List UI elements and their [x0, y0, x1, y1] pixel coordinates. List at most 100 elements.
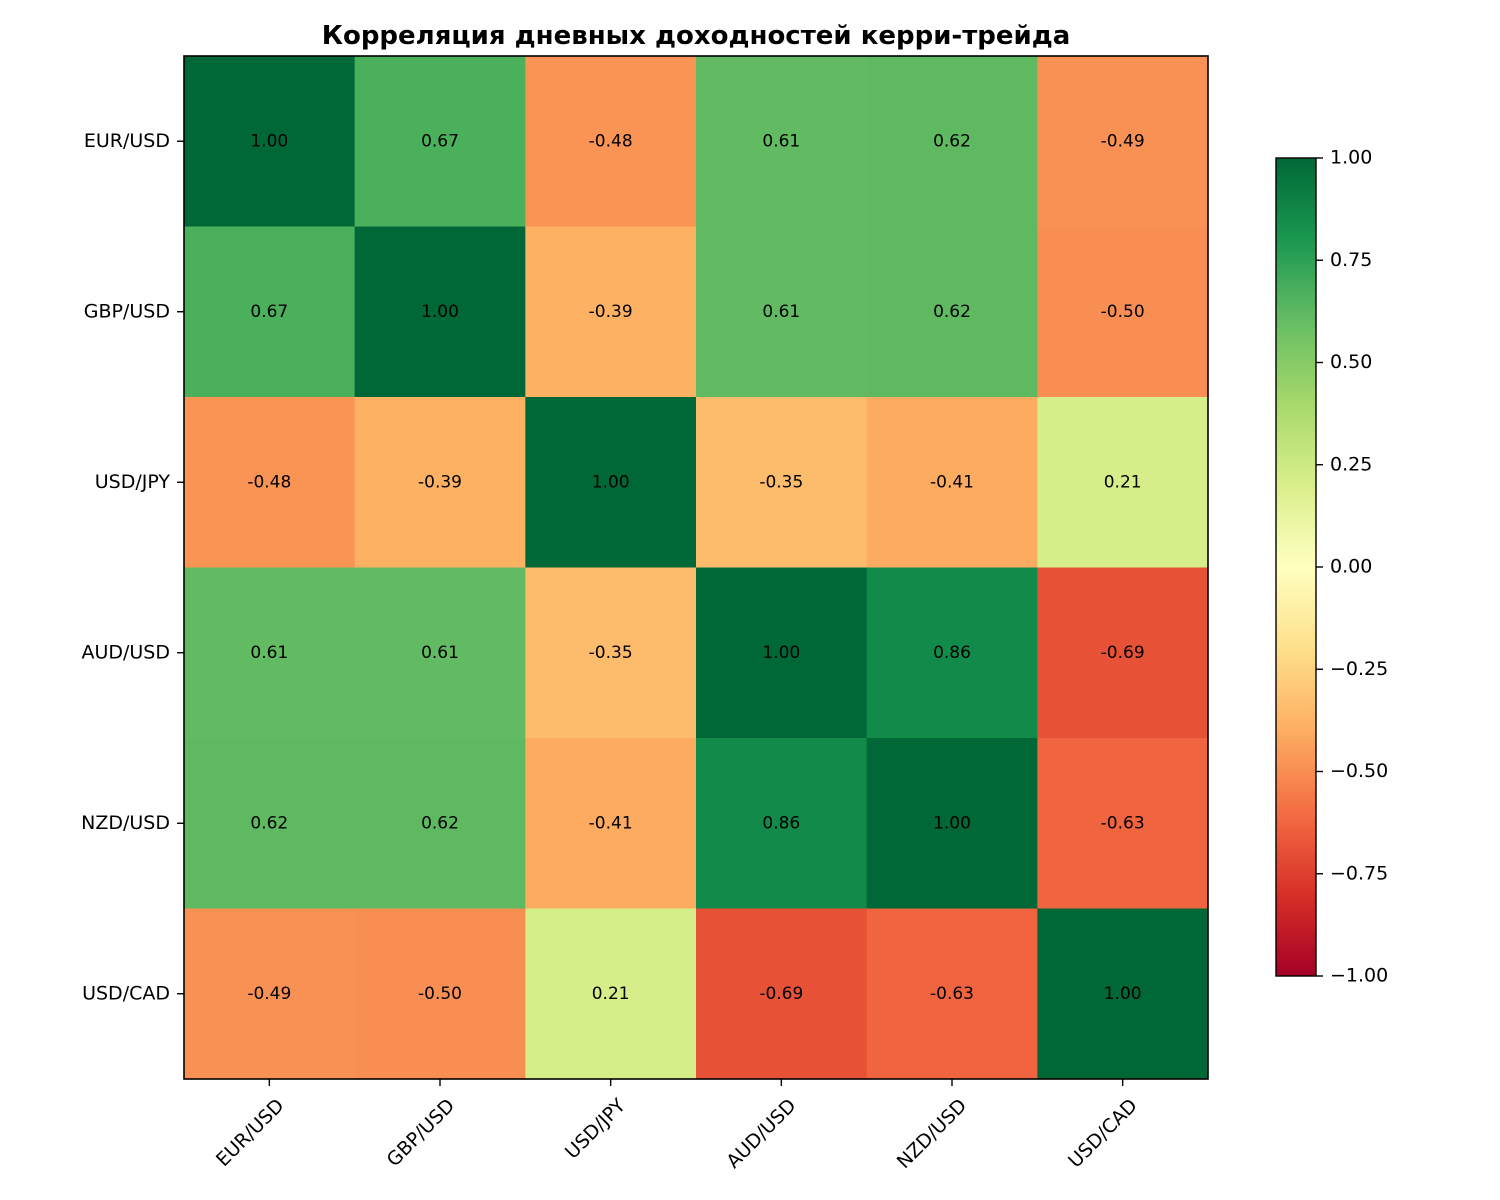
cell-value-label: -0.69 — [759, 984, 803, 1004]
heatmap-cell — [184, 567, 356, 739]
heatmap-cell — [184, 397, 356, 568]
cell-value-label: -0.41 — [930, 472, 974, 492]
colorbar-gradient — [1275, 157, 1317, 977]
heatmap-cell — [1037, 567, 1209, 739]
cell-value-label: 0.62 — [421, 813, 459, 833]
cell-value-label: 0.21 — [592, 984, 630, 1004]
heatmap-cell — [525, 226, 697, 398]
colorbar-tick-label: 0.00 — [1330, 556, 1372, 578]
cell-value-label: -0.39 — [418, 472, 462, 492]
cell-value-label: 0.61 — [762, 131, 800, 151]
heatmap-cell — [696, 738, 868, 909]
x-tick-label: AUD/USD — [722, 1095, 800, 1173]
y-tick-label: USD/JPY — [95, 471, 171, 493]
cell-value-label: -0.39 — [589, 302, 633, 322]
cell-value-label: 1.00 — [421, 302, 459, 322]
heatmap-cell — [354, 738, 526, 909]
heatmap-cell — [354, 226, 526, 398]
cell-value-label: 1.00 — [762, 643, 800, 663]
y-tick-label: AUD/USD — [81, 641, 170, 663]
cell-value-label: -0.50 — [418, 984, 462, 1004]
heatmap-cell — [1037, 56, 1209, 227]
cell-value-label: 0.62 — [250, 813, 288, 833]
cell-value-label: -0.49 — [1101, 131, 1145, 151]
colorbar-tick-label: −1.00 — [1330, 965, 1388, 987]
cell-value-label: -0.41 — [589, 813, 633, 833]
plot-frame — [183, 55, 1209, 1080]
heatmap-cells — [184, 56, 1209, 1080]
cell-value-label: 0.62 — [933, 302, 971, 322]
heatmap-cell — [696, 397, 868, 568]
cell-value-label: 0.67 — [421, 131, 459, 151]
y-tick-label: USD/CAD — [82, 982, 170, 1004]
colorbar-tick-label: 0.75 — [1330, 249, 1372, 271]
colorbar-tick-label: −0.50 — [1330, 760, 1388, 782]
cell-value-label: 0.62 — [933, 131, 971, 151]
heatmap-cell — [866, 397, 1038, 568]
heatmap-cell-labels: 1.00 0.67 -0.48 0.61 0.62 -0.49 0.67 1.00 -0.39 0… — [247, 131, 1144, 1004]
cell-value-label: 0.21 — [1104, 472, 1142, 492]
cell-value-label: -0.69 — [1101, 643, 1145, 663]
heatmap-cell — [184, 226, 356, 398]
heatmap-cell — [1037, 397, 1209, 568]
x-tick-label: USD/JPY — [561, 1094, 630, 1163]
cell-value-label: -0.48 — [247, 472, 291, 492]
cell-value-label: 1.00 — [1104, 984, 1142, 1004]
heatmap-cell — [1037, 738, 1209, 909]
heatmap-cell — [866, 56, 1038, 227]
heatmap-cell — [866, 567, 1038, 739]
heatmap-cell — [354, 56, 526, 227]
cell-value-label: -0.35 — [759, 472, 803, 492]
colorbar-ticks: 1.00 0.75 0.50 0.25 0.00 −0.25 −0.50 −0.75 −1.00 — [1316, 147, 1388, 987]
colorbar-tick-label: −0.75 — [1330, 862, 1388, 884]
colorbar: 1.00 0.75 0.50 0.25 0.00 −0.25 −0.50 −0.75 −1.00 — [1275, 147, 1388, 987]
cell-value-label: 1.00 — [933, 813, 971, 833]
heatmap-cell — [525, 738, 697, 909]
cell-value-label: 0.61 — [421, 643, 459, 663]
cell-value-label: -0.49 — [247, 984, 291, 1004]
colorbar-tick-label: 0.50 — [1330, 351, 1372, 373]
y-axis-ticks: EUR/USD GBP/USD USD/JPY AUD/USD NZD/USD USD/C… — [81, 130, 184, 1004]
heatmap-cell — [354, 567, 526, 739]
heatmap-cell — [696, 567, 868, 739]
cell-value-label: -0.35 — [589, 643, 633, 663]
x-tick-label: EUR/USD — [212, 1095, 288, 1171]
heatmap-cell — [184, 738, 356, 909]
cell-value-label: -0.63 — [1101, 813, 1145, 833]
cell-value-label: -0.48 — [589, 131, 633, 151]
heatmap-cell — [1037, 226, 1209, 398]
heatmap-cell — [1037, 908, 1209, 1080]
cell-value-label: 0.86 — [933, 643, 971, 663]
heatmap-cell — [866, 908, 1038, 1080]
y-tick-label: NZD/USD — [81, 812, 170, 834]
cell-value-label: 0.61 — [762, 302, 800, 322]
x-axis-ticks: EUR/USD GBP/USD USD/JPY AUD/USD NZD/USD USD/C… — [212, 1079, 1142, 1173]
cell-value-label: -0.50 — [1101, 302, 1145, 322]
cell-value-label: 1.00 — [250, 131, 288, 151]
heatmap-cell — [866, 738, 1038, 909]
heatmap-cell — [354, 397, 526, 568]
heatmap-cell — [184, 908, 356, 1080]
heatmap-cell — [866, 226, 1038, 398]
heatmap-cell — [696, 226, 868, 398]
heatmap-cell — [525, 56, 697, 227]
x-tick-label: USD/CAD — [1064, 1095, 1142, 1173]
heatmap-cell — [525, 397, 697, 568]
chart-title: Корреляция дневных доходностей керри-тре… — [322, 21, 1071, 51]
colorbar-tick-label: 0.25 — [1330, 453, 1372, 475]
heatmap-cell — [696, 908, 868, 1080]
heatmap-cell — [525, 908, 697, 1080]
cell-value-label: 0.61 — [250, 643, 288, 663]
y-tick-label: GBP/USD — [84, 300, 170, 322]
colorbar-tick-label: −0.25 — [1330, 658, 1388, 680]
cell-value-label: 0.67 — [250, 302, 288, 322]
cell-value-label: 1.00 — [592, 472, 630, 492]
colorbar-tick-label: 1.00 — [1330, 147, 1372, 169]
x-tick-label: GBP/USD — [383, 1095, 460, 1172]
cell-value-label: 0.86 — [762, 813, 800, 833]
heatmap-cell — [525, 567, 697, 739]
heatmap-cell — [354, 908, 526, 1080]
x-tick-label: NZD/USD — [893, 1095, 971, 1173]
